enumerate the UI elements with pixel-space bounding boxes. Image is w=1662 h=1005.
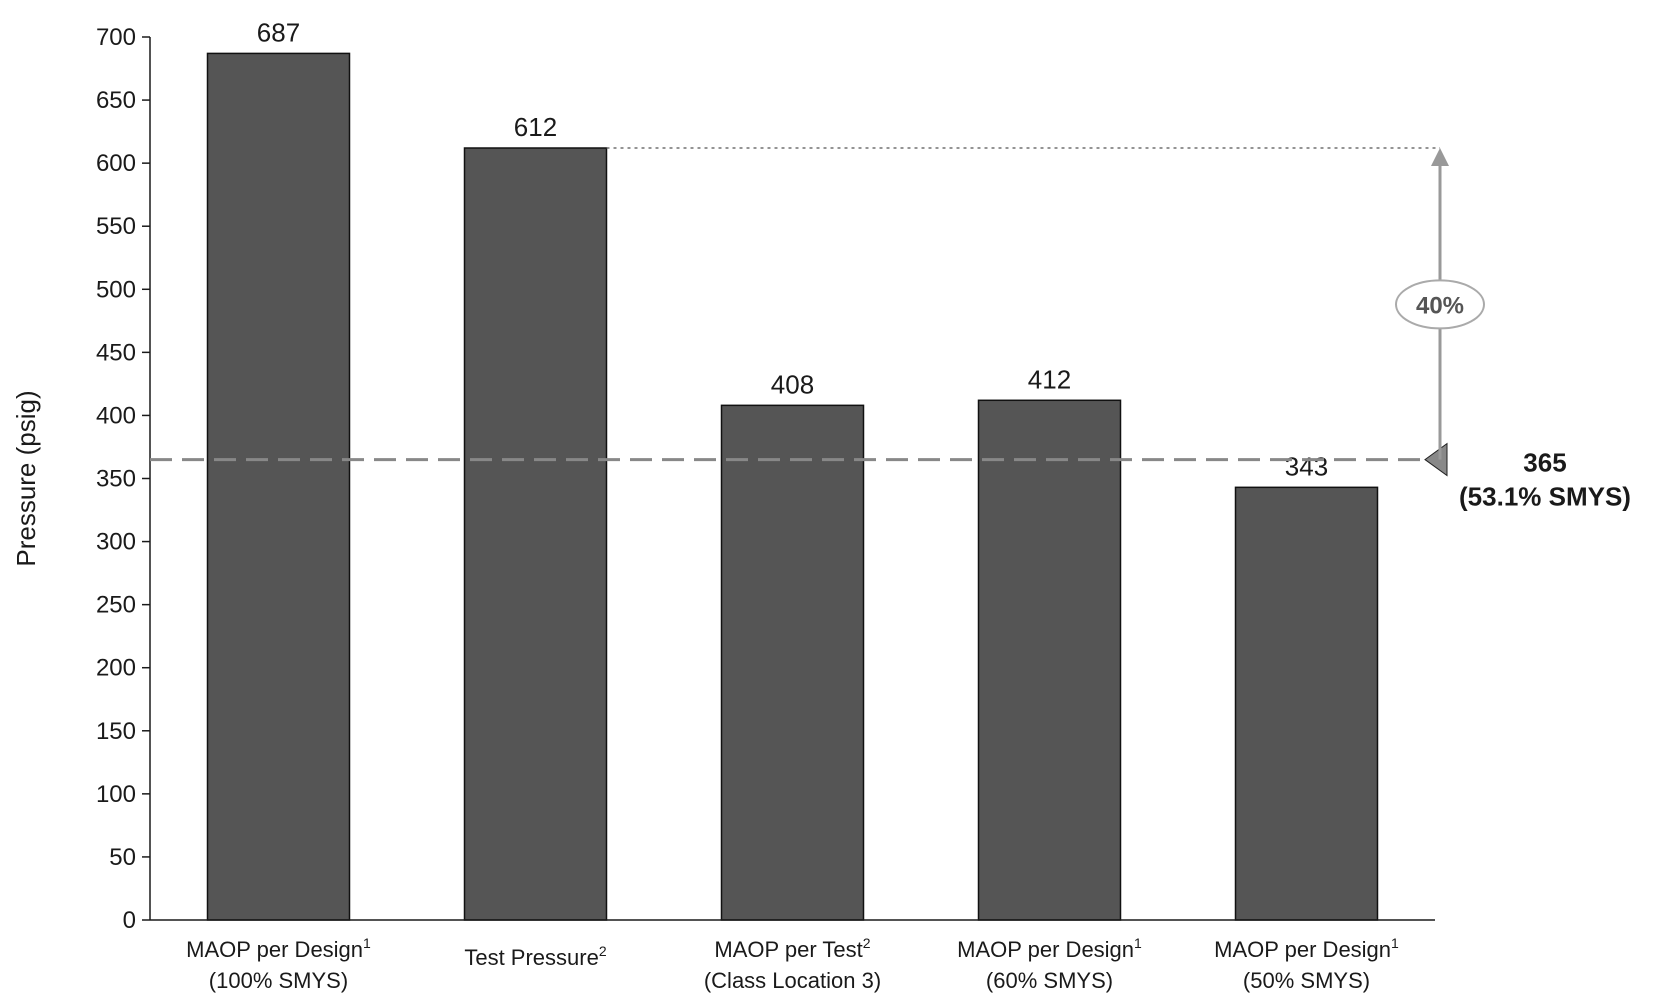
y-tick-label: 250 bbox=[96, 592, 136, 619]
y-tick-label: 700 bbox=[96, 24, 136, 51]
reference-line-group: 365 (53.1% SMYS) bbox=[150, 442, 1631, 512]
category-label-line2: (100% SMYS) bbox=[209, 968, 348, 993]
y-axis: 0 50 100 150 200 250 300 350 400 450 500 550 600 650 7… bbox=[11, 24, 151, 934]
category-label: MAOP per Design1 bbox=[186, 935, 371, 962]
annotation-percent-label: 40% bbox=[1416, 292, 1464, 319]
category-label: MAOP per Design1 bbox=[957, 935, 1142, 962]
category-label-line2: (Class Location 3) bbox=[704, 968, 881, 993]
category-label: Test Pressure2 bbox=[464, 943, 607, 970]
x-axis: MAOP per Design1 (100% SMYS) Test Pressure… bbox=[150, 919, 1435, 993]
y-tick-label: 300 bbox=[96, 529, 136, 556]
bar bbox=[720, 404, 865, 921]
y-tick-label: 650 bbox=[96, 87, 136, 114]
bar bbox=[206, 52, 351, 921]
category-label: MAOP per Design1 bbox=[1214, 935, 1399, 962]
y-tick-label: 0 bbox=[123, 907, 136, 934]
category-label: MAOP per Test2 bbox=[714, 935, 870, 962]
y-tick-label: 550 bbox=[96, 213, 136, 240]
category-label-line2: (50% SMYS) bbox=[1243, 968, 1370, 993]
bar-value-label: 412 bbox=[1028, 364, 1071, 394]
bar bbox=[463, 147, 608, 921]
category-label-line2: (60% SMYS) bbox=[986, 968, 1113, 993]
reference-value-label: 365 bbox=[1523, 448, 1566, 478]
y-tick-label: 600 bbox=[96, 150, 136, 177]
bar-value-label: 343 bbox=[1285, 451, 1328, 481]
bar-value-label: 612 bbox=[514, 112, 557, 142]
annotation-ellipse bbox=[1395, 279, 1485, 330]
annotation-arrow-head bbox=[1431, 148, 1449, 167]
reference-percent-label: (53.1% SMYS) bbox=[1459, 482, 1631, 512]
y-tick-label: 350 bbox=[96, 466, 136, 493]
y-tick-label: 100 bbox=[96, 781, 136, 808]
bars: 687 612 408 412 343 bbox=[206, 17, 1379, 921]
bar bbox=[977, 399, 1122, 921]
y-tick-label: 500 bbox=[96, 276, 136, 303]
bar-value-label: 687 bbox=[257, 17, 300, 47]
y-tick-label: 150 bbox=[96, 718, 136, 745]
percent-annotation: 40% bbox=[606, 147, 1485, 460]
y-tick-label: 450 bbox=[96, 339, 136, 366]
bar-value-label: 408 bbox=[771, 369, 814, 399]
y-tick-label: 200 bbox=[96, 655, 136, 682]
bar bbox=[1234, 486, 1379, 921]
reference-marker-triangle bbox=[1424, 442, 1448, 477]
y-tick-label: 50 bbox=[109, 844, 136, 871]
y-axis-label: Pressure (psig) bbox=[11, 390, 41, 566]
y-tick-label: 400 bbox=[96, 402, 136, 429]
